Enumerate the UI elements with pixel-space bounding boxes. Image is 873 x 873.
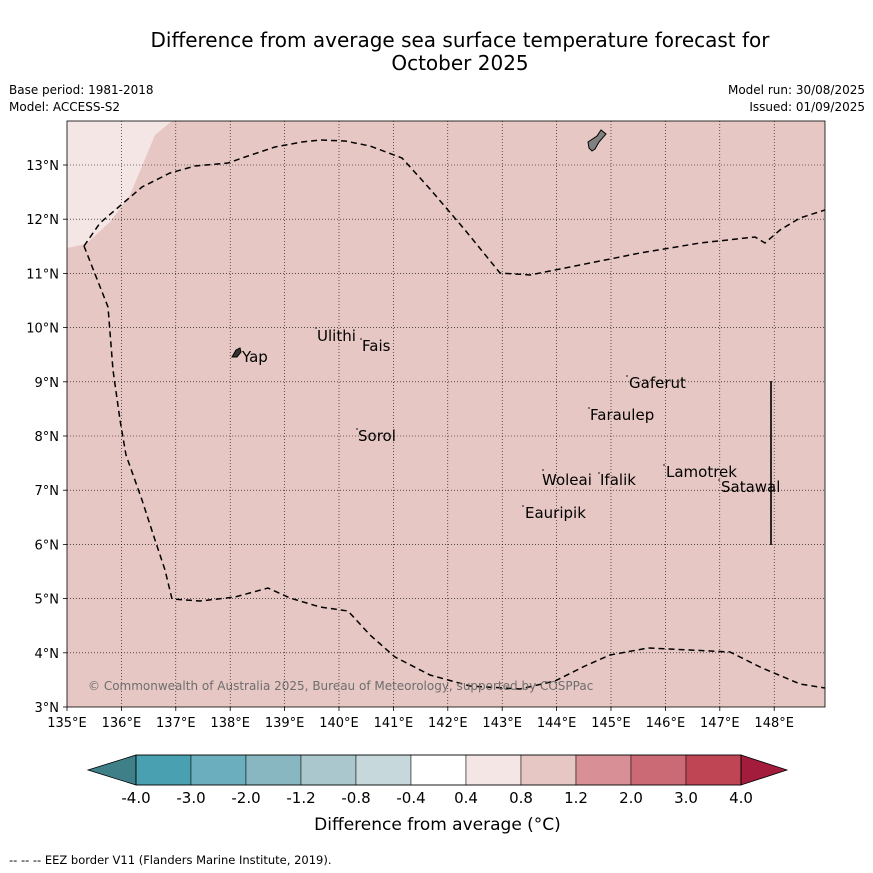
colorbar-extend-low [86,754,137,786]
colorbar-segment [300,754,357,786]
atoll-dot [598,472,600,474]
colorbar-segment [245,754,302,786]
lat-tick-label: 10°N [26,322,59,337]
lon-tick-label: 136°E [102,716,142,731]
lat-tick-label: 4°N [35,647,60,662]
model-run: Model run: 30/08/2025 [727,83,865,97]
colorbar-segment [685,754,742,786]
guam-island [587,129,607,152]
colorbar-segment [410,754,467,786]
colorbar-segment [520,754,577,786]
colorbar-tick-label: 0.4 [454,789,478,807]
place-label-fais: Fais [362,337,391,355]
lon-tick-label: 138°E [210,716,250,731]
colorbar-extend-high [740,754,789,786]
lat-tick-label: 11°N [26,267,59,282]
colorbar-label: Difference from average (°C) [314,815,561,835]
colorbar-tick-label: -4.0 [121,789,150,807]
base-period: Base period: 1981-2018 [9,83,154,97]
atoll-dot [360,338,362,340]
place-label-ulithi: Ulithi [317,327,356,345]
lon-tick-label: 145°E [591,716,631,731]
longitude-axis: 135°E 136°E 137°E 138°E 139°E 140°E 141°E 142°E… [47,707,794,731]
place-labels: Yap Ulithi Fais Gaferut Faraulep Sorol Lamotre… [241,327,780,522]
eez-border-north [83,139,825,276]
atoll-dot [718,479,720,481]
anomaly-field-0-4-to-0-8 [67,121,172,248]
atoll-dot [522,505,524,507]
place-label-gaferut: Gaferut [629,374,686,392]
chart-title: Difference from average sea surface temp… [100,29,820,75]
lat-tick-label: 7°N [35,484,60,499]
lon-tick-label: 141°E [374,716,414,731]
map-frame [66,120,826,708]
lon-tick-label: 142°E [428,716,468,731]
lon-tick-label: 147°E [700,716,740,731]
lat-tick-label: 3°N [35,701,60,716]
lon-tick-label: 146°E [646,716,686,731]
latitude-axis: 3°N 4°N 5°N 6°N 7°N 8°N 9°N 10°N 11°N 12°N 13°N [26,159,67,716]
colorbar-segment [575,754,632,786]
lat-tick-label: 8°N [35,430,60,445]
colorbar-segment [135,754,192,786]
copyright-notice: © Commonwealth of Australia 2025, Bureau… [88,679,593,693]
lat-tick-label: 12°N [26,213,59,228]
colorbar-tick-label: -2.0 [231,789,260,807]
colorbar: -4.0 -3.0 -2.0 -1.2 -0.8 -0.4 0.4 0.8 1.2 2.0 3.0 4… [86,754,789,807]
colorbar-tick-label: -1.2 [286,789,315,807]
lon-tick-label: 135°E [47,716,87,731]
place-label-woleai: Woleai [542,471,592,489]
atoll-dot [315,327,317,329]
lon-tick-label: 143°E [482,716,522,731]
atoll-dot [542,469,544,471]
place-label-yap: Yap [241,348,268,366]
atoll-dot [626,375,628,377]
title-line-2: October 2025 [391,51,529,75]
colorbar-segment [465,754,522,786]
place-label-lamotrek: Lamotrek [666,463,737,481]
colorbar-segment [630,754,687,786]
colorbar-tick-label: 0.8 [509,789,533,807]
anomaly-field-0-8-to-1-2 [67,121,825,707]
place-label-sorol: Sorol [358,427,396,445]
atoll-dot [588,407,590,409]
atoll-dot [237,349,239,351]
lon-tick-label: 140°E [319,716,359,731]
colorbar-tick-label: -0.4 [396,789,425,807]
colorbar-tick-label: 2.0 [619,789,643,807]
colorbar-segment [190,754,247,786]
title-line-1: Difference from average sea surface temp… [150,28,770,52]
lat-tick-label: 5°N [35,593,60,608]
eez-border-west [83,245,825,690]
place-label-eauripik: Eauripik [525,504,586,522]
model-name: Model: ACCESS-S2 [9,100,121,114]
lon-tick-label: 144°E [537,716,577,731]
lon-tick-label: 148°E [754,716,794,731]
colorbar-frame [135,754,742,786]
colorbar-tick-label: 4.0 [729,789,753,807]
colorbar-tick-label: -0.8 [341,789,370,807]
place-label-ifalik: Ifalik [600,471,636,489]
lon-tick-label: 137°E [156,716,196,731]
place-label-satawal: Satawal [721,478,780,496]
colorbar-segment [355,754,412,786]
atoll-dot [663,464,665,466]
colorbar-tick-label: 3.0 [674,789,698,807]
lat-tick-label: 13°N [26,159,59,174]
eez-footnote: -- -- -- EEZ border V11 (Flanders Marine… [9,853,332,867]
colorbar-tick-label: -3.0 [176,789,205,807]
atoll-dot [356,428,358,430]
colorbar-tick-label: 1.2 [564,789,588,807]
lat-tick-label: 6°N [35,538,60,553]
place-label-faraulep: Faraulep [590,406,654,424]
issued-date: Issued: 01/09/2025 [749,100,865,114]
lon-tick-label: 139°E [265,716,305,731]
lat-tick-label: 9°N [35,376,60,391]
map-gridlines [67,121,825,707]
atoll-markers [237,327,720,507]
